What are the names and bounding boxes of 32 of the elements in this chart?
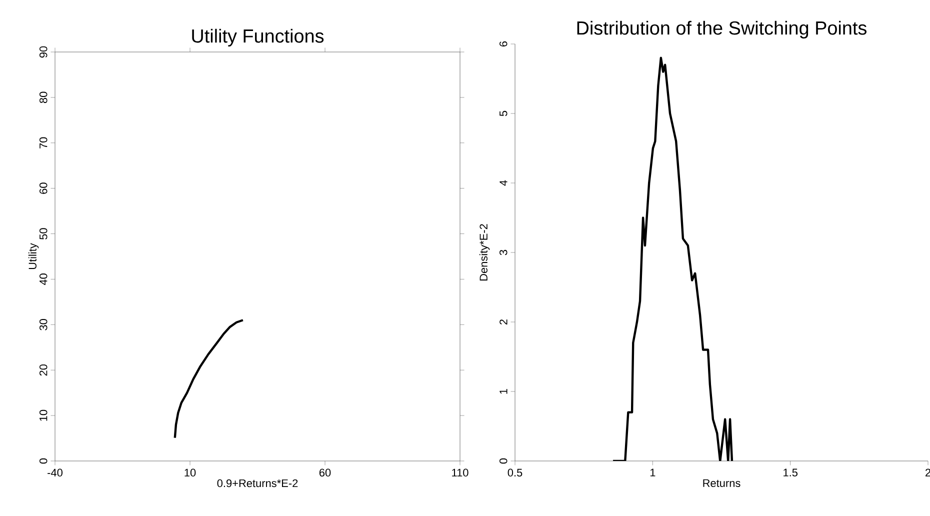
chart-title: Distribution of the Switching Points xyxy=(577,20,866,38)
y-tick-label: 80 xyxy=(39,92,48,104)
x-tick-label: 110 xyxy=(452,468,468,477)
y-tick-label: 0 xyxy=(39,458,48,464)
x-axis-title: Returns xyxy=(703,479,740,488)
y-tick-label: 50 xyxy=(39,228,48,240)
chart-title: Utility Functions xyxy=(192,28,324,46)
y-tick-label: 4 xyxy=(500,180,508,186)
y-tick-label: 3 xyxy=(499,250,508,256)
x-tick-label: 1 xyxy=(650,468,656,476)
y-tick-label: 60 xyxy=(39,182,48,194)
y-axis-title: Density*E-2 xyxy=(479,224,490,281)
y-tick-label: 20 xyxy=(39,364,48,376)
y-tick-label: 30 xyxy=(39,319,48,330)
y-tick-label: 2 xyxy=(500,319,508,324)
x-axis-title: 0.9+Returns*E-2 xyxy=(217,479,298,488)
y-tick-label: 90 xyxy=(39,46,48,58)
x-tick-label: 0.5 xyxy=(508,468,522,477)
y-tick-label: 0 xyxy=(499,458,508,464)
x-tick-label: 1.5 xyxy=(784,468,798,476)
line-series xyxy=(174,319,244,439)
y-tick-label: 10 xyxy=(39,410,48,421)
y-tick-label: 40 xyxy=(39,274,48,286)
x-tick-label: 10 xyxy=(184,468,196,477)
line-series xyxy=(612,56,734,461)
y-tick-label: 5 xyxy=(500,110,508,116)
y-tick-label: 6 xyxy=(499,41,508,46)
x-tick-label: -40 xyxy=(48,468,62,477)
y-tick-label: 1 xyxy=(500,388,508,394)
x-tick-label: 60 xyxy=(319,468,331,477)
y-tick-label: 70 xyxy=(39,137,48,148)
y-axis-title: Utility xyxy=(28,243,39,270)
